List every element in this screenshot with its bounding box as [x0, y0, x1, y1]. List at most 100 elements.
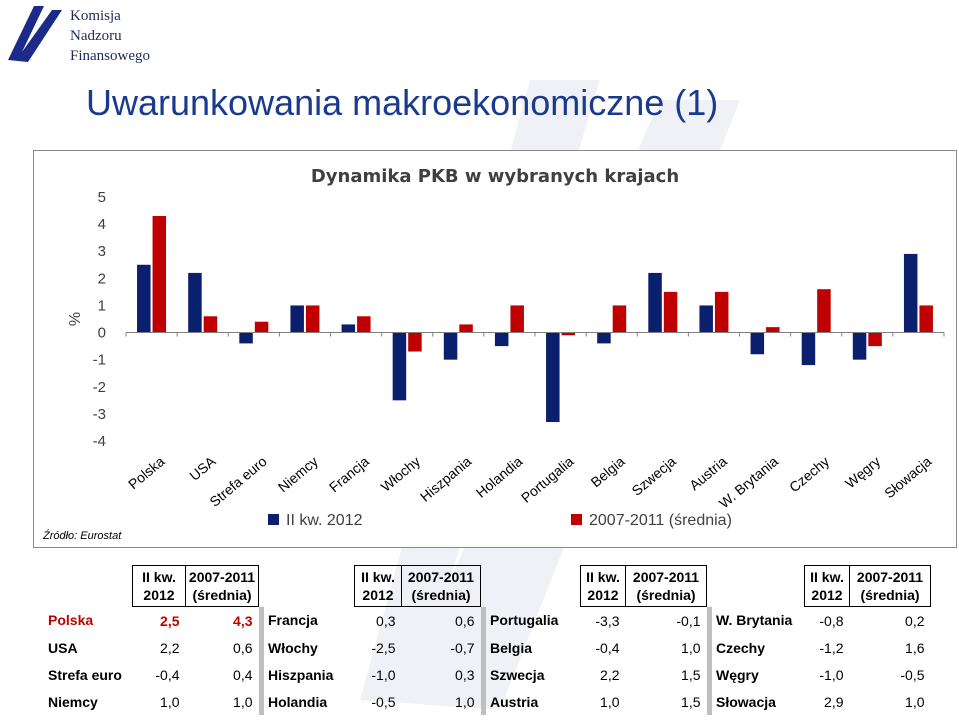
- country-name: Czechy: [716, 639, 766, 656]
- knf-logo: Komisja Nadzoru Finansowego: [4, 2, 174, 68]
- x-tick-label: Czechy: [786, 453, 832, 495]
- value-avg-2007-2011: 0,2: [905, 612, 925, 629]
- country-name: USA: [48, 639, 78, 656]
- bar-avg-2007-2011: [817, 289, 831, 333]
- header-avg: 2007-2011 (średnia): [401, 565, 481, 607]
- bar-q2-2012: [290, 305, 304, 333]
- source-note: Źródło: Eurostat: [43, 530, 122, 542]
- bar-q2-2012: [699, 305, 713, 333]
- bar-q2-2012: [903, 253, 918, 333]
- header-avg: 2007-2011 (średnia): [185, 565, 259, 607]
- header-avg: 2007-2011 (średnia): [849, 565, 931, 607]
- chart-container: Dynamika PKB w wybranych krajach 5 4 3 2 1 0 -1…: [33, 150, 957, 548]
- bar-avg-2007-2011: [203, 316, 218, 333]
- value-q2-2012: -1,0: [819, 666, 844, 683]
- column-separator: [258, 634, 264, 661]
- x-tick-label: Hiszpania: [417, 453, 475, 505]
- value-avg-2007-2011: -0,7: [450, 639, 475, 656]
- value-q2-2012: -2,5: [371, 639, 396, 656]
- value-avg-2007-2011: 1,5: [681, 666, 701, 683]
- bar-q2-2012: [188, 272, 202, 333]
- y-tick-label: 5: [98, 189, 106, 206]
- bar-q2-2012: [239, 332, 253, 344]
- value-q2-2012: -0,4: [155, 666, 180, 683]
- y-tick-label: -3: [93, 406, 106, 423]
- value-avg-2007-2011: 4,3: [233, 612, 253, 629]
- value-q2-2012: -0,8: [819, 612, 844, 629]
- value-avg-2007-2011: 0,6: [233, 639, 253, 656]
- value-q2-2012: -0,5: [371, 693, 396, 710]
- value-q2-2012: -1,2: [819, 639, 844, 656]
- x-tick-label: Francja: [326, 453, 372, 495]
- bar-avg-2007-2011: [357, 316, 371, 333]
- y-tick-label: -4: [93, 433, 106, 450]
- logo-line-2: Nadzoru: [70, 28, 122, 44]
- column-separator: [706, 661, 712, 688]
- bar-q2-2012: [494, 332, 509, 347]
- y-tick-label: -2: [93, 379, 106, 396]
- column-separator: [480, 606, 486, 634]
- y-tick-label: 2: [98, 270, 106, 287]
- value-avg-2007-2011: 1,0: [233, 693, 253, 710]
- x-tick-label: Austria: [686, 453, 730, 493]
- value-q2-2012: 2,5: [160, 612, 180, 629]
- country-name: Francja: [268, 612, 318, 629]
- bar-q2-2012: [392, 332, 407, 401]
- x-tick-label: Szwecja: [629, 453, 679, 499]
- value-avg-2007-2011: -0,5: [900, 666, 925, 683]
- table-row: Polska 2,5 4,3 Francja 0,3 0,6 Portugalia -3,3 -…: [44, 606, 931, 634]
- value-q2-2012: -0,4: [595, 639, 620, 656]
- bar-avg-2007-2011: [714, 291, 729, 333]
- country-name: Polska: [48, 612, 94, 629]
- bar-avg-2007-2011: [510, 305, 524, 333]
- bar-avg-2007-2011: [254, 321, 269, 333]
- country-name: Węgry: [716, 666, 759, 683]
- value-q2-2012: 1,0: [600, 693, 620, 710]
- column-separator: [258, 661, 264, 688]
- header-q: II kw. 2012: [354, 565, 402, 607]
- column-separator: [706, 688, 712, 715]
- y-tick-label: 1: [98, 297, 106, 314]
- bar-avg-2007-2011: [305, 305, 320, 333]
- country-name: Hiszpania: [268, 666, 334, 683]
- x-tick-label: Węgry: [842, 453, 883, 491]
- table-row: Niemcy 1,0 1,0 Holandia -0,5 1,0 Austria 1,0 1,5…: [44, 688, 931, 715]
- bar-avg-2007-2011: [766, 327, 780, 333]
- column-separator: [480, 661, 486, 688]
- knf-logo-icon: [8, 6, 62, 62]
- gdp-bar-chart: Dynamika PKB w wybranych krajach 5 4 3 2 1 0 -1…: [67, 166, 945, 529]
- bar-avg-2007-2011: [868, 332, 882, 347]
- table-header-row: II kw. 2012 2007-2011 (średnia) II kw. 2012…: [44, 565, 931, 607]
- x-tick-label: Włochy: [378, 453, 423, 495]
- chart-title: Dynamika PKB w wybranych krajach: [311, 166, 679, 187]
- value-avg-2007-2011: 1,0: [905, 693, 925, 710]
- logo-line-1: Komisja: [70, 8, 121, 24]
- logo-line-3: Finansowego: [70, 48, 150, 64]
- country-name: W. Brytania: [716, 612, 793, 629]
- header-avg: 2007-2011 (średnia): [625, 565, 707, 607]
- bar-q2-2012: [597, 332, 611, 344]
- value-q2-2012: 2,2: [160, 639, 180, 656]
- value-q2-2012: -1,0: [371, 666, 396, 683]
- value-avg-2007-2011: 0,6: [455, 612, 475, 629]
- bar-avg-2007-2011: [919, 305, 933, 333]
- country-name: Austria: [490, 693, 539, 710]
- legend-swatch: [268, 514, 279, 525]
- header-q: II kw. 2012: [804, 565, 850, 607]
- value-q2-2012: 0,3: [376, 612, 396, 629]
- x-tick-label: Belgia: [588, 453, 628, 490]
- bar-q2-2012: [443, 332, 458, 360]
- y-tick-label: 4: [98, 216, 106, 233]
- y-tick-label: -1: [93, 352, 106, 369]
- column-separator: [258, 606, 264, 634]
- value-avg-2007-2011: 0,3: [455, 666, 475, 683]
- value-q2-2012: 1,0: [160, 693, 180, 710]
- value-avg-2007-2011: 1,0: [455, 693, 475, 710]
- y-tick-label: 3: [98, 243, 106, 260]
- bar-avg-2007-2011: [612, 305, 627, 333]
- country-name: Niemcy: [48, 693, 98, 710]
- column-separator: [258, 688, 264, 715]
- x-tick-label: Strefa euro: [206, 453, 270, 510]
- bar-avg-2007-2011: [561, 332, 576, 336]
- legend-swatch: [571, 514, 582, 525]
